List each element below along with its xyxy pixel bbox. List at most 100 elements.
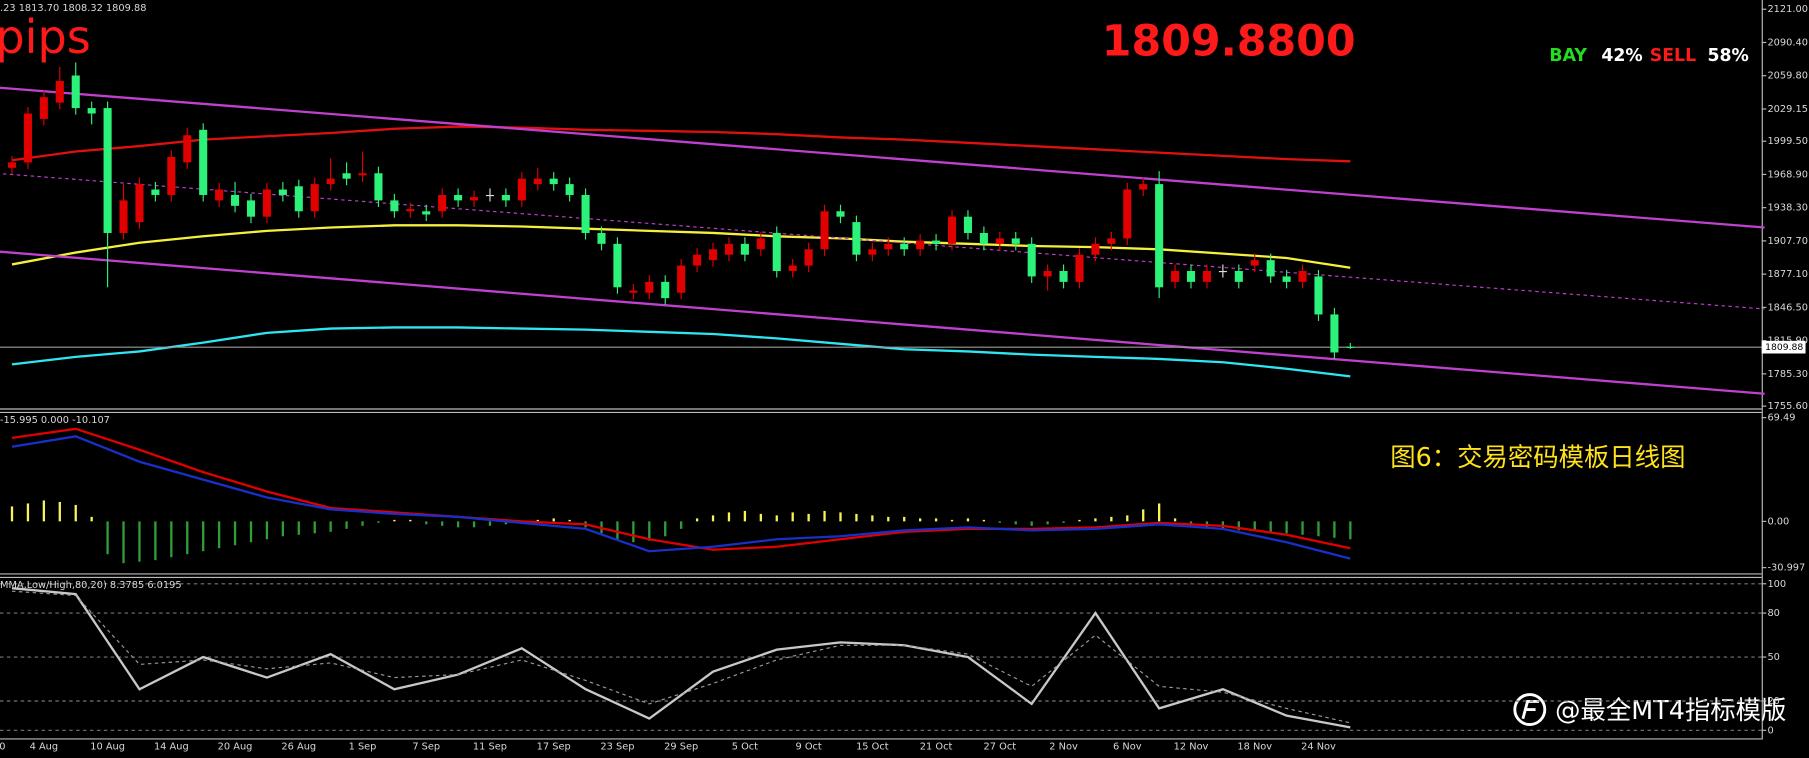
candle-body bbox=[804, 249, 813, 266]
watermark-logo bbox=[1513, 693, 1547, 726]
candle-body bbox=[1234, 270, 1243, 282]
ohlc-header: .23 1813.70 1808.32 1809.88 bbox=[0, 3, 146, 14]
sell-percent: 58% bbox=[1707, 46, 1748, 66]
indicator-line bbox=[11, 427, 1351, 551]
candle-body bbox=[1139, 184, 1148, 190]
watermark: @最全MT4指标模版 bbox=[1555, 695, 1786, 725]
x-tick-label: 24 Nov bbox=[1301, 741, 1336, 752]
x-tick-label: 23 Sep bbox=[600, 741, 634, 752]
indicator-line bbox=[0, 250, 1765, 395]
bay-percent: 42% bbox=[1601, 46, 1642, 66]
candle-body bbox=[390, 200, 399, 212]
x-tick-label: 7 Sep bbox=[412, 741, 440, 752]
y-tick-label: 2121.00 bbox=[1767, 4, 1808, 15]
x-tick-label: 9 Oct bbox=[795, 741, 821, 752]
x-tick-label: 4 Aug bbox=[30, 741, 58, 752]
candle-body bbox=[1043, 270, 1052, 277]
x-tick-label: 27 Oct bbox=[984, 741, 1017, 752]
x-tick-label: 2 Nov bbox=[1049, 741, 1078, 752]
candle-body bbox=[533, 178, 542, 185]
candle-body bbox=[1298, 270, 1307, 282]
candle-body bbox=[916, 240, 925, 250]
candle-body bbox=[995, 238, 1004, 244]
candle-body bbox=[1091, 243, 1100, 255]
y-tick-label: 1938.30 bbox=[1767, 203, 1808, 214]
candle-body bbox=[517, 178, 526, 201]
caption: 图6：交易密码模板日线图 bbox=[1390, 442, 1685, 472]
candle-body bbox=[661, 281, 670, 299]
candle-body bbox=[1027, 243, 1036, 277]
y-tick-label: 1785.30 bbox=[1767, 369, 1808, 380]
candle-body bbox=[103, 108, 112, 233]
candle-body bbox=[1202, 270, 1211, 282]
y-tick-label: 0 bbox=[1767, 725, 1773, 736]
candle-body bbox=[788, 265, 797, 271]
last-price-box bbox=[1761, 340, 1806, 354]
candle-body bbox=[1011, 238, 1020, 244]
candle-body bbox=[549, 178, 558, 185]
y-tick-label: 80 bbox=[1767, 608, 1779, 619]
x-tick-label: 11 Sep bbox=[473, 741, 507, 752]
candle-body bbox=[231, 194, 240, 206]
candle-body bbox=[963, 216, 972, 233]
candle-body bbox=[947, 216, 957, 244]
frame bbox=[0, 0, 1763, 740]
candle-body bbox=[151, 189, 160, 195]
indicator-line bbox=[0, 173, 1765, 310]
x-tick-label: 14 Aug bbox=[154, 741, 189, 752]
candle-body bbox=[693, 254, 702, 266]
candle-body bbox=[597, 232, 606, 244]
x-tick-label: 12 Nov bbox=[1174, 741, 1209, 752]
indicator-header: MMA,Low/High,80,20) 8.3785 6.0195 bbox=[0, 580, 182, 591]
candle-body bbox=[294, 186, 303, 212]
candle-body bbox=[581, 194, 590, 233]
candle-body bbox=[262, 189, 271, 217]
x-tick-label: 1 Sep bbox=[349, 741, 377, 752]
x-tick-label: 29 Sep bbox=[664, 741, 698, 752]
candle-body bbox=[7, 162, 17, 168]
candle-body bbox=[310, 184, 319, 212]
candle-body bbox=[820, 211, 829, 250]
candle-body bbox=[167, 156, 176, 195]
candle-body bbox=[1186, 270, 1196, 282]
candle-body bbox=[87, 108, 96, 114]
candle-body bbox=[374, 173, 383, 201]
y-tick-label: 2090.40 bbox=[1767, 37, 1808, 48]
candle-body bbox=[645, 281, 654, 293]
indicator-line bbox=[11, 125, 1351, 163]
candle-body bbox=[39, 97, 48, 119]
pips-label: pips bbox=[0, 10, 91, 64]
x-tick-label: 18 Nov bbox=[1237, 741, 1272, 752]
candle-body bbox=[326, 178, 335, 185]
candle-body bbox=[1107, 238, 1116, 244]
x-tick-label: 20 Aug bbox=[218, 741, 253, 752]
x-tick-label: 21 Oct bbox=[920, 741, 953, 752]
candle-body bbox=[342, 173, 351, 179]
x-tick-label: 6 Nov bbox=[1113, 741, 1142, 752]
candle-body bbox=[884, 243, 893, 250]
candle-body bbox=[23, 113, 32, 163]
candle-body bbox=[278, 189, 287, 195]
candle-body bbox=[1266, 260, 1275, 277]
candle-body bbox=[1330, 314, 1339, 353]
candle-body bbox=[868, 249, 877, 255]
candle-body bbox=[71, 75, 80, 109]
candle-body bbox=[852, 222, 861, 255]
candle-body bbox=[756, 238, 765, 250]
candle-body bbox=[215, 189, 224, 201]
y-tick-label: 2029.15 bbox=[1767, 104, 1808, 115]
candle-body bbox=[1314, 276, 1323, 315]
y-tick-label: 50 bbox=[1767, 652, 1779, 663]
y-tick-label: 1877.10 bbox=[1767, 269, 1808, 280]
indicator-line bbox=[11, 587, 1351, 729]
candle-body bbox=[740, 243, 749, 255]
x-tick-label: 17 Sep bbox=[537, 741, 571, 752]
candle-body bbox=[565, 184, 574, 195]
bay-label: BAY bbox=[1549, 46, 1587, 66]
candle-body bbox=[1155, 184, 1164, 288]
indicator-line bbox=[11, 435, 1351, 560]
x-tick-label: 26 Aug bbox=[281, 741, 316, 752]
indicator-line bbox=[0, 86, 1765, 229]
candle-body bbox=[932, 240, 941, 244]
